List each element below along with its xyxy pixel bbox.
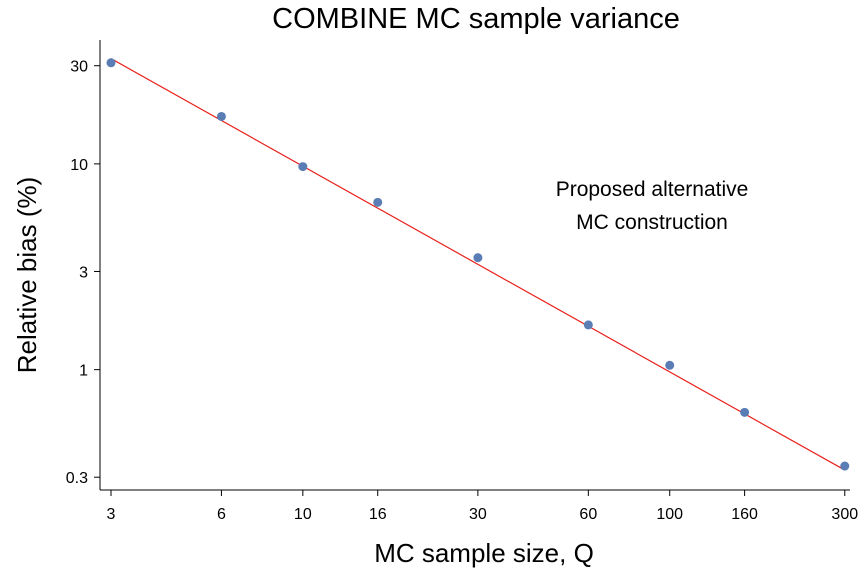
data-point	[665, 360, 675, 370]
y-tick-label: 10	[70, 157, 88, 174]
data-point	[298, 162, 308, 172]
chart-title: COMBINE MC sample variance	[272, 3, 680, 35]
y-tick-label: 1	[79, 363, 88, 380]
x-tick-label: 3	[107, 506, 116, 523]
data-point	[216, 111, 226, 121]
data-point	[583, 320, 593, 330]
annotation-line-2: MC construction	[576, 211, 728, 234]
annotation-line-1: Proposed alternative	[556, 178, 749, 201]
data-point	[473, 253, 483, 263]
y-tick-label: 30	[70, 59, 88, 76]
x-tick-label: 16	[369, 506, 387, 523]
x-tick-label: 10	[294, 506, 312, 523]
y-tick-label: 0.3	[66, 470, 88, 487]
data-point	[373, 197, 383, 207]
data-point	[840, 461, 850, 471]
x-tick-label: 160	[731, 506, 758, 523]
series-layer	[106, 58, 850, 471]
x-ticks: 3 6 10 16 30 60 100 160 300	[107, 490, 858, 523]
x-tick-label: 300	[831, 506, 858, 523]
y-ticks: 0.3 1 3 10 30	[66, 59, 100, 487]
y-tick-label: 3	[79, 264, 88, 281]
fit-line	[110, 58, 846, 471]
y-axis-label: Relative bias (%)	[12, 177, 42, 374]
x-tick-label: 100	[656, 506, 683, 523]
x-tick-label: 6	[217, 506, 226, 523]
data-point	[740, 407, 750, 417]
x-axis-label: MC sample size, Q	[374, 538, 594, 568]
x-tick-label: 30	[469, 506, 487, 523]
data-point	[106, 58, 116, 68]
x-tick-label: 60	[579, 506, 597, 523]
